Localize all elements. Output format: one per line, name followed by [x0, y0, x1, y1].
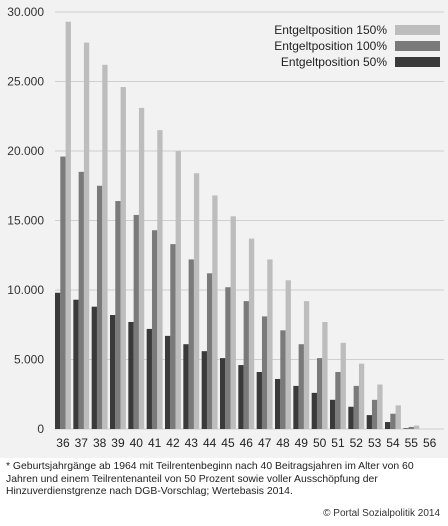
- bar: [183, 344, 189, 429]
- x-tick-label: 53: [368, 436, 382, 450]
- bar: [188, 259, 194, 429]
- bar: [212, 195, 218, 429]
- bar: [267, 259, 273, 429]
- copyright-notice: © Portal Sozialpolitik 2014: [323, 508, 440, 519]
- bar: [316, 358, 323, 429]
- y-tick-label: 25.000: [7, 75, 44, 89]
- y-tick-label: 5.000: [14, 353, 44, 367]
- bar: [256, 372, 262, 429]
- bar: [201, 351, 207, 429]
- bar: [335, 372, 341, 429]
- bar: [408, 426, 414, 429]
- x-tick-label: 37: [75, 436, 89, 450]
- bar: [157, 130, 163, 429]
- bar: [390, 413, 396, 429]
- bar: [395, 405, 401, 429]
- bar: [128, 321, 134, 429]
- bar: [311, 392, 317, 429]
- bar: [275, 378, 281, 429]
- bar: [413, 425, 420, 429]
- bar: [385, 422, 391, 429]
- bar: [371, 399, 378, 429]
- bar: [377, 384, 383, 429]
- bar: [60, 156, 66, 429]
- x-tick-label: 41: [148, 436, 162, 450]
- bar: [353, 385, 359, 429]
- x-tick-label: 50: [313, 436, 327, 450]
- y-tick-label: 20.000: [7, 144, 44, 158]
- y-tick-label: 30.000: [7, 5, 44, 19]
- x-tick-label: 36: [56, 436, 70, 450]
- chart-footnote: * Geburtsjahrgänge ab 1964 mit Teilrente…: [6, 461, 414, 498]
- x-tick-label: 38: [93, 436, 107, 450]
- x-tick-label: 40: [130, 436, 144, 450]
- bar: [243, 301, 249, 429]
- x-tick-label: 42: [166, 436, 180, 450]
- x-tick-label: 56: [423, 436, 437, 450]
- y-tick-label: 15.000: [7, 214, 44, 228]
- bar: [280, 330, 286, 429]
- bar-chart: 0 5.000 10.000 15.000 20.000 25.000 30.000 36 37…: [7, 5, 444, 450]
- bar: [248, 238, 255, 429]
- x-tick-label: 39: [111, 436, 125, 450]
- bar: [348, 406, 354, 429]
- bar: [96, 185, 103, 429]
- bar: [83, 42, 90, 429]
- bar: [220, 358, 226, 429]
- legend-swatch: [395, 25, 440, 35]
- bar: [330, 399, 336, 429]
- x-tick-label: 55: [405, 436, 419, 450]
- legend-label: Entgeltposition 50%: [281, 55, 387, 69]
- bar: [133, 214, 139, 429]
- chart-area: 0 5.000 10.000 15.000 20.000 25.000 30.000 36 37…: [0, 0, 448, 458]
- bar: [73, 299, 79, 429]
- bar: [322, 321, 328, 429]
- legend-label: Entgeltposition 150%: [274, 23, 387, 37]
- x-tick-label: 45: [221, 436, 235, 450]
- bar: [151, 230, 158, 429]
- bar: [403, 428, 409, 429]
- x-tick-label: 47: [258, 436, 272, 450]
- bar: [65, 21, 71, 429]
- bar: [340, 342, 346, 429]
- bar: [165, 335, 171, 429]
- x-tick-label: 46: [240, 436, 254, 450]
- bar: [102, 64, 108, 429]
- bar: [78, 171, 84, 429]
- y-tick-label: 0: [37, 422, 44, 436]
- bar: [293, 385, 299, 429]
- y-tick-label: 10.000: [7, 283, 44, 297]
- legend-swatch: [395, 57, 440, 67]
- bar: [225, 287, 231, 429]
- bar: [261, 316, 268, 429]
- bar: [91, 306, 97, 429]
- x-tick-label: 49: [295, 436, 309, 450]
- bar: [285, 280, 291, 429]
- legend-swatch: [395, 41, 440, 51]
- bar: [230, 216, 236, 429]
- legend-label: Entgeltposition 100%: [274, 39, 387, 53]
- bar: [238, 365, 244, 429]
- bar: [175, 151, 181, 429]
- bar: [120, 87, 126, 429]
- bar: [366, 415, 372, 429]
- x-tick-label: 52: [350, 436, 364, 450]
- bar: [193, 173, 200, 429]
- x-tick-label: 48: [276, 436, 290, 450]
- bar: [110, 315, 116, 429]
- bar: [206, 273, 213, 429]
- x-tick-label: 43: [185, 436, 199, 450]
- bar: [55, 292, 61, 429]
- x-tick-label: 54: [386, 436, 400, 450]
- bar: [358, 363, 365, 429]
- bar: [170, 244, 176, 429]
- bar: [115, 201, 121, 429]
- bar: [146, 328, 152, 429]
- x-tick-label: 44: [203, 436, 217, 450]
- bar: [138, 107, 145, 429]
- bar: [298, 344, 304, 429]
- bar: [303, 301, 310, 429]
- x-tick-label: 51: [331, 436, 345, 450]
